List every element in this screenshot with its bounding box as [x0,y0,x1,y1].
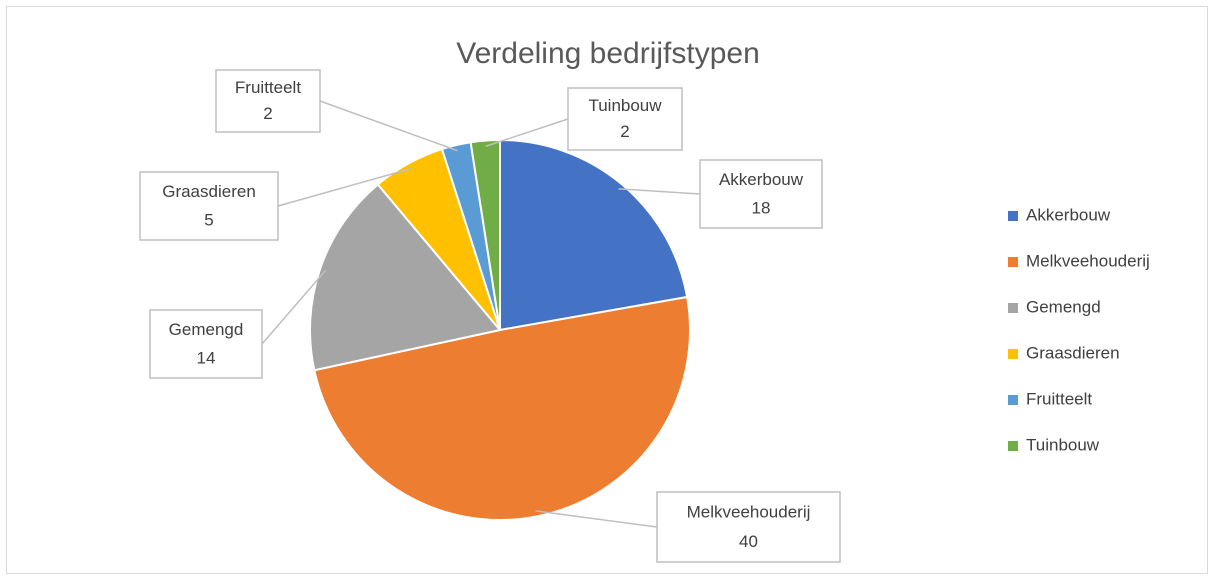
legend-swatch [1008,211,1018,221]
label-box [215,69,321,133]
legend-swatch [1008,441,1018,451]
data-label-name: Gemengd [169,320,244,339]
pie-slice [313,295,691,521]
label-box [567,87,683,151]
legend-label: Melkveehouderij [1026,251,1150,270]
pie-slice [499,138,689,332]
leader-line [277,167,412,207]
label-box [139,171,279,241]
pie-slice [469,138,501,331]
legend-label: Tuinbouw [1026,435,1100,454]
chart-title: Verdeling bedrijfstypen [456,37,760,70]
leader-line [535,510,658,528]
label-box [149,309,263,379]
data-label-name: Akkerbouw [719,170,804,189]
pie-slice [309,183,502,372]
legend-label: Gemengd [1026,297,1101,316]
legend-label: Fruitteelt [1026,389,1092,408]
label-box [656,491,841,563]
data-label-value: 18 [752,198,771,217]
data-label-value: 5 [204,210,213,229]
legend-swatch [1008,395,1018,405]
legend-swatch [1008,349,1018,359]
data-label-name: Tuinbouw [588,96,662,115]
data-label-value: 40 [739,532,758,551]
leader-line [618,188,701,195]
label-box [699,159,823,229]
data-label-name: Melkveehouderij [687,502,811,521]
leader-line [261,269,327,345]
legend-label: Graasdieren [1026,343,1120,362]
data-label-name: Graasdieren [162,182,256,201]
leader-line [319,100,458,152]
data-label-name: Fruitteelt [235,78,301,97]
legend-label: Akkerbouw [1026,205,1111,224]
legend-swatch [1008,303,1018,313]
data-label-value: 2 [263,104,272,123]
leader-line [485,118,569,147]
legend-swatch [1008,257,1018,267]
data-label-value: 14 [197,348,216,367]
data-label-value: 2 [620,122,629,141]
